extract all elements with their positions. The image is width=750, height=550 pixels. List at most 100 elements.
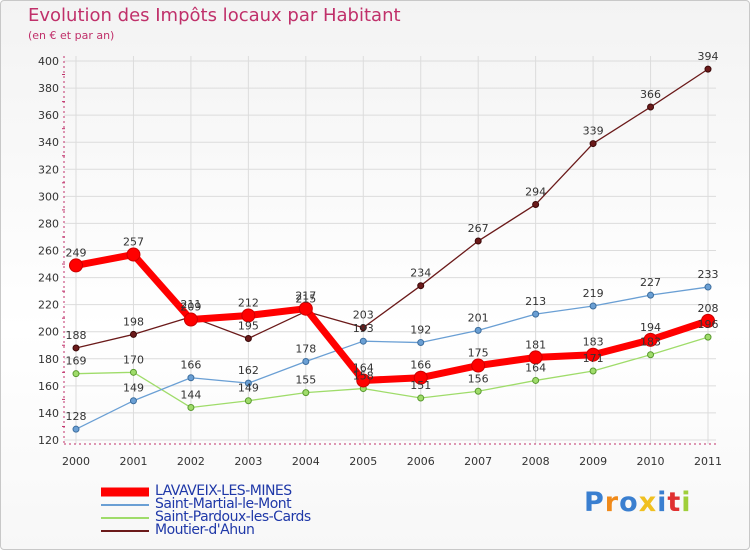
data-point xyxy=(532,376,540,384)
y-tick-label: 260 xyxy=(38,245,59,258)
legend-item: Saint-Pardoux-les-Cards xyxy=(101,509,311,525)
data-label: 156 xyxy=(468,372,489,385)
data-label: 233 xyxy=(698,268,719,281)
data-point xyxy=(244,334,252,342)
legend-item: Moutier-d'Ahun xyxy=(101,522,311,538)
legend-swatch xyxy=(101,516,149,519)
y-tick-label: 300 xyxy=(38,190,59,203)
data-label: 162 xyxy=(238,364,259,377)
data-point xyxy=(359,337,367,345)
data-label: 249 xyxy=(66,246,87,259)
data-label: 201 xyxy=(468,311,489,324)
data-label: 144 xyxy=(180,389,201,402)
legend-item: LAVAVEIX-LES-MINES xyxy=(101,483,311,499)
y-tick-label: 220 xyxy=(38,299,59,312)
data-point xyxy=(359,324,367,332)
data-point xyxy=(187,404,195,412)
series-line-1 xyxy=(75,286,709,430)
data-point xyxy=(704,283,712,291)
y-tick-label: 120 xyxy=(38,434,59,447)
x-tick-label: 2008 xyxy=(522,455,550,468)
data-label: 149 xyxy=(123,382,144,395)
legend-swatch xyxy=(101,487,149,496)
series-line-2 xyxy=(75,336,709,409)
y-tick-label: 160 xyxy=(38,380,59,393)
data-point xyxy=(586,347,601,362)
data-point xyxy=(244,397,252,405)
data-point xyxy=(532,310,540,318)
data-label: 183 xyxy=(640,336,661,349)
data-point xyxy=(589,302,597,310)
legend-label: Saint-Martial-le-Mont xyxy=(155,496,292,512)
data-label: 183 xyxy=(583,336,604,349)
data-label: 267 xyxy=(468,222,489,235)
y-tick-label: 360 xyxy=(38,109,59,122)
data-point xyxy=(187,374,195,382)
data-label: 192 xyxy=(410,324,431,337)
data-point xyxy=(129,368,137,376)
data-point xyxy=(298,301,313,316)
data-point xyxy=(471,358,486,373)
data-point xyxy=(244,379,252,387)
data-point xyxy=(72,425,80,433)
data-point xyxy=(302,357,310,365)
y-tick-label: 320 xyxy=(38,163,59,176)
data-point xyxy=(129,397,137,405)
data-point xyxy=(532,200,540,208)
x-tick-label: 2009 xyxy=(579,455,607,468)
data-point xyxy=(183,312,198,327)
data-label: 209 xyxy=(180,301,201,314)
legend-label: Saint-Pardoux-les-Cards xyxy=(155,509,311,525)
legend-swatch xyxy=(101,529,149,532)
data-label: 339 xyxy=(583,125,604,138)
data-label: 171 xyxy=(583,352,604,365)
data-point xyxy=(72,370,80,378)
y-tick-label: 280 xyxy=(38,217,59,230)
data-label: 211 xyxy=(180,298,201,311)
data-label: 203 xyxy=(353,309,374,322)
data-point xyxy=(69,258,83,273)
data-point xyxy=(647,291,655,299)
data-label: 217 xyxy=(295,290,316,303)
x-tick-label: 2006 xyxy=(407,455,435,468)
data-label: 215 xyxy=(295,292,316,305)
x-tick-label: 2011 xyxy=(694,455,722,468)
data-point xyxy=(72,344,80,352)
x-tick-label: 2002 xyxy=(177,455,205,468)
data-point xyxy=(129,330,137,338)
data-point xyxy=(589,140,597,148)
y-tick-label: 340 xyxy=(38,136,59,149)
data-label: 194 xyxy=(640,321,661,334)
data-label: 394 xyxy=(698,50,719,63)
chart-title: Evolution des Impôts locaux par Habitant xyxy=(28,5,401,26)
data-label: 166 xyxy=(410,359,431,372)
data-label: 188 xyxy=(66,329,87,342)
data-label: 212 xyxy=(238,296,259,309)
proxiti-logo: Proxiti xyxy=(584,487,692,518)
data-label: 198 xyxy=(123,315,144,328)
data-point xyxy=(643,332,658,347)
data-label: 149 xyxy=(238,382,259,395)
data-label: 175 xyxy=(468,347,489,360)
y-tick-label: 180 xyxy=(38,353,59,366)
y-tick-label: 380 xyxy=(38,82,59,95)
data-point xyxy=(701,313,715,328)
data-label: 219 xyxy=(583,287,604,300)
data-point xyxy=(302,389,310,397)
data-point xyxy=(589,367,597,375)
legend-label: LAVAVEIX-LES-MINES xyxy=(155,483,292,499)
x-tick-label: 2010 xyxy=(637,455,665,468)
data-point xyxy=(417,394,425,402)
x-tick-label: 2001 xyxy=(119,455,147,468)
data-point xyxy=(647,351,655,359)
legend-label: Moutier-d'Ahun xyxy=(155,522,255,538)
data-label: 166 xyxy=(180,359,201,372)
data-label: 158 xyxy=(353,370,374,383)
data-label: 366 xyxy=(640,88,661,101)
data-label: 169 xyxy=(66,355,87,368)
data-label: 178 xyxy=(295,342,316,355)
chart-subtitle: (en € et par an) xyxy=(28,29,115,42)
legend-swatch xyxy=(101,503,149,506)
data-point xyxy=(356,373,371,388)
x-tick-label: 2007 xyxy=(464,455,492,468)
